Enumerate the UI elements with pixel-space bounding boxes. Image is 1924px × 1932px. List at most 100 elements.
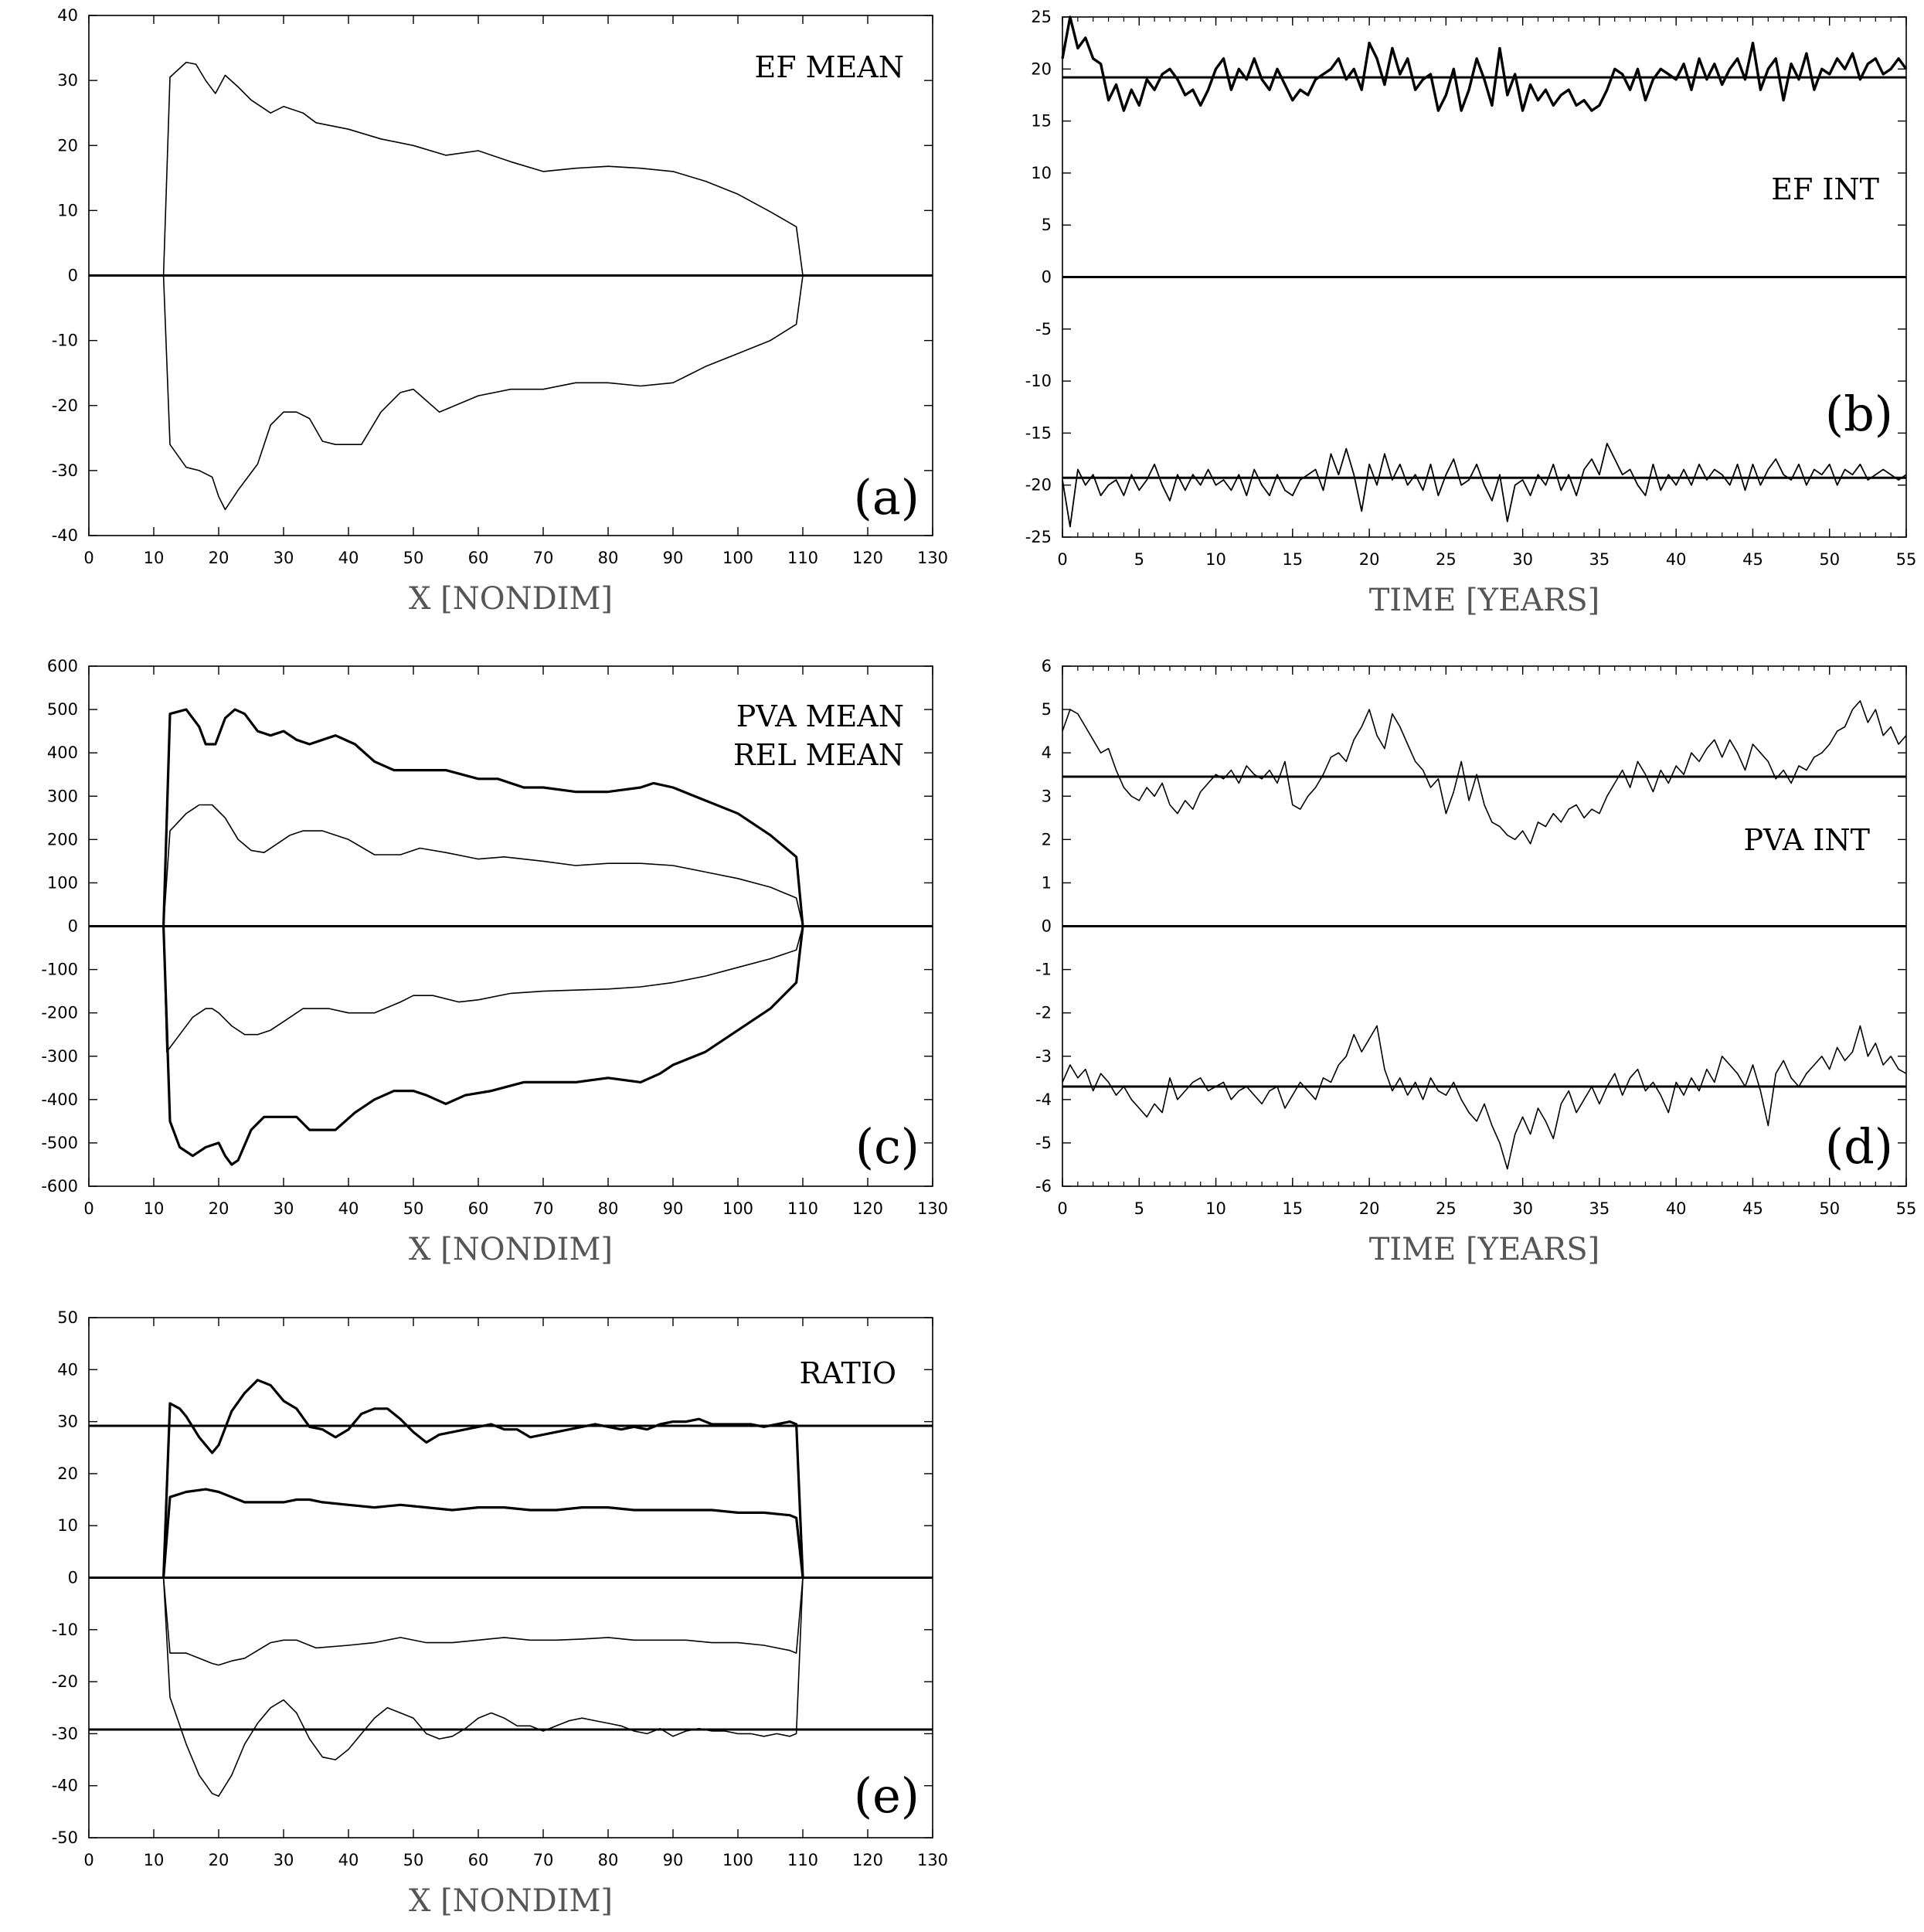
y-tick-label: -40 — [52, 1777, 78, 1795]
y-tick-label: -600 — [41, 1177, 78, 1196]
series-line-2 — [1062, 1025, 1907, 1170]
x-tick-label: 20 — [1359, 1199, 1380, 1218]
series-line-1 — [162, 61, 804, 276]
y-tick-label: -6 — [1035, 1177, 1052, 1196]
y-tick-label: 20 — [57, 1464, 78, 1483]
y-tick-label: -10 — [52, 1621, 78, 1639]
x-tick-label: 60 — [468, 1199, 489, 1218]
x-tick-label: 20 — [209, 549, 229, 567]
panel-label: RATIO — [800, 1356, 897, 1390]
x-tick-label: 5 — [1134, 550, 1144, 569]
series-line-1 — [1062, 700, 1907, 845]
x-axis-title: X [NONDIM] — [409, 1883, 613, 1919]
x-axis-title: TIME [YEARS] — [1369, 583, 1600, 618]
x-tick-label: 20 — [1359, 550, 1380, 569]
y-tick-label: 6 — [1042, 657, 1052, 675]
y-tick-label: 0 — [68, 917, 78, 936]
x-tick-label: 45 — [1742, 1199, 1763, 1218]
x-tick-label: 90 — [663, 549, 684, 567]
y-tick-label: -2 — [1035, 1004, 1052, 1022]
x-tick-label: 5 — [1134, 1199, 1144, 1218]
y-tick-label: 2 — [1042, 830, 1052, 849]
series-line-2 — [162, 275, 804, 511]
y-tick-label: 300 — [47, 787, 78, 805]
y-tick-label: -3 — [1035, 1047, 1052, 1066]
y-tick-label: 100 — [47, 873, 78, 892]
y-tick-label: 20 — [57, 136, 78, 155]
y-tick-label: 0 — [1042, 917, 1052, 936]
x-tick-label: 130 — [917, 1851, 948, 1869]
x-tick-label: 10 — [144, 1199, 165, 1218]
x-tick-label: 60 — [468, 1851, 489, 1869]
x-tick-label: 50 — [403, 1199, 424, 1218]
y-tick-label: -5 — [1035, 1134, 1052, 1152]
y-tick-label: 3 — [1042, 787, 1052, 805]
y-tick-label: 1 — [1042, 873, 1052, 892]
series-line-3 — [162, 1577, 804, 1666]
y-tick-label: 10 — [57, 201, 78, 219]
y-tick-label: 15 — [1031, 112, 1052, 131]
chart-panel-a: -40 -30 -20 -10 0 10 20 30 40 0 10 20 30 40 50 60 70 80 90… — [52, 6, 948, 617]
x-tick-label: 15 — [1282, 1199, 1303, 1218]
chart-panel-c: -600-500-400-300-200-1000100200300400500… — [41, 657, 948, 1267]
y-tick-label: 10 — [57, 1516, 78, 1535]
y-tick-label: 50 — [57, 1308, 78, 1327]
x-tick-label: 25 — [1436, 1199, 1457, 1218]
series-line-2 — [162, 1488, 804, 1578]
y-tick-label: -5 — [1035, 320, 1052, 338]
x-tick-label: 40 — [338, 1851, 359, 1869]
x-tick-label: 100 — [722, 1851, 753, 1869]
y-tick-label: -200 — [41, 1004, 78, 1022]
x-tick-label: 20 — [209, 1851, 229, 1869]
x-tick-label: 10 — [1205, 1199, 1226, 1218]
y-tick-label: 5 — [1042, 700, 1052, 719]
x-tick-label: 35 — [1589, 550, 1610, 569]
panel-tag: (c) — [855, 1118, 920, 1175]
panel-label: EF MEAN — [754, 50, 904, 84]
x-tick-label: 80 — [598, 1851, 619, 1869]
x-tick-label: 110 — [787, 1199, 818, 1218]
x-tick-label: 20 — [209, 1199, 229, 1218]
x-tick-label: 55 — [1896, 1199, 1917, 1218]
x-tick-label: 25 — [1436, 550, 1457, 569]
x-tick-label: 30 — [1512, 1199, 1533, 1218]
x-tick-label: 130 — [917, 1199, 948, 1218]
x-tick-label: 30 — [1512, 550, 1533, 569]
series-line-3 — [162, 926, 804, 1053]
x-tick-label: 30 — [274, 1199, 294, 1218]
series-line-1 — [1061, 15, 1908, 112]
x-tick-label: 35 — [1589, 1199, 1610, 1218]
y-tick-label: 5 — [1042, 216, 1052, 234]
x-tick-label: 60 — [468, 549, 489, 567]
panel-label: PVA INT — [1743, 823, 1870, 857]
x-tick-label: 80 — [598, 1199, 619, 1218]
y-tick-label: 40 — [57, 6, 78, 25]
series-line-1 — [162, 1379, 804, 1578]
y-tick-label: -1 — [1035, 961, 1052, 979]
series-line-4 — [162, 926, 804, 1166]
y-tick-label: -400 — [41, 1090, 78, 1109]
x-tick-label: 30 — [274, 549, 294, 567]
y-tick-label: -20 — [52, 1672, 78, 1691]
x-tick-label: 40 — [338, 549, 359, 567]
x-axis-title: X [NONDIM] — [409, 581, 613, 617]
panel-tag: (d) — [1825, 1118, 1893, 1175]
x-tick-label: 15 — [1282, 550, 1303, 569]
chart-panel-b: -25 -20 -15 -10 -5 0 5 10 15 20 25 0 5 10 15 20 25 30 35 40… — [1025, 8, 1917, 618]
x-tick-label: 100 — [722, 1199, 753, 1218]
x-tick-label: 110 — [787, 549, 818, 567]
y-tick-label: 4 — [1042, 743, 1052, 762]
x-tick-label: 55 — [1896, 550, 1917, 569]
x-tick-label: 70 — [533, 1199, 554, 1218]
x-tick-label: 120 — [852, 1851, 883, 1869]
y-tick-label: 40 — [57, 1360, 78, 1379]
series-line-2 — [1062, 443, 1907, 528]
x-tick-label: 100 — [722, 549, 753, 567]
panel-tag: (e) — [854, 1767, 920, 1824]
y-tick-label: 30 — [57, 1413, 78, 1431]
x-tick-label: 130 — [917, 549, 948, 567]
x-tick-label: 0 — [83, 1199, 93, 1218]
y-tick-label: -10 — [52, 332, 78, 350]
y-tick-label: -500 — [41, 1134, 78, 1152]
